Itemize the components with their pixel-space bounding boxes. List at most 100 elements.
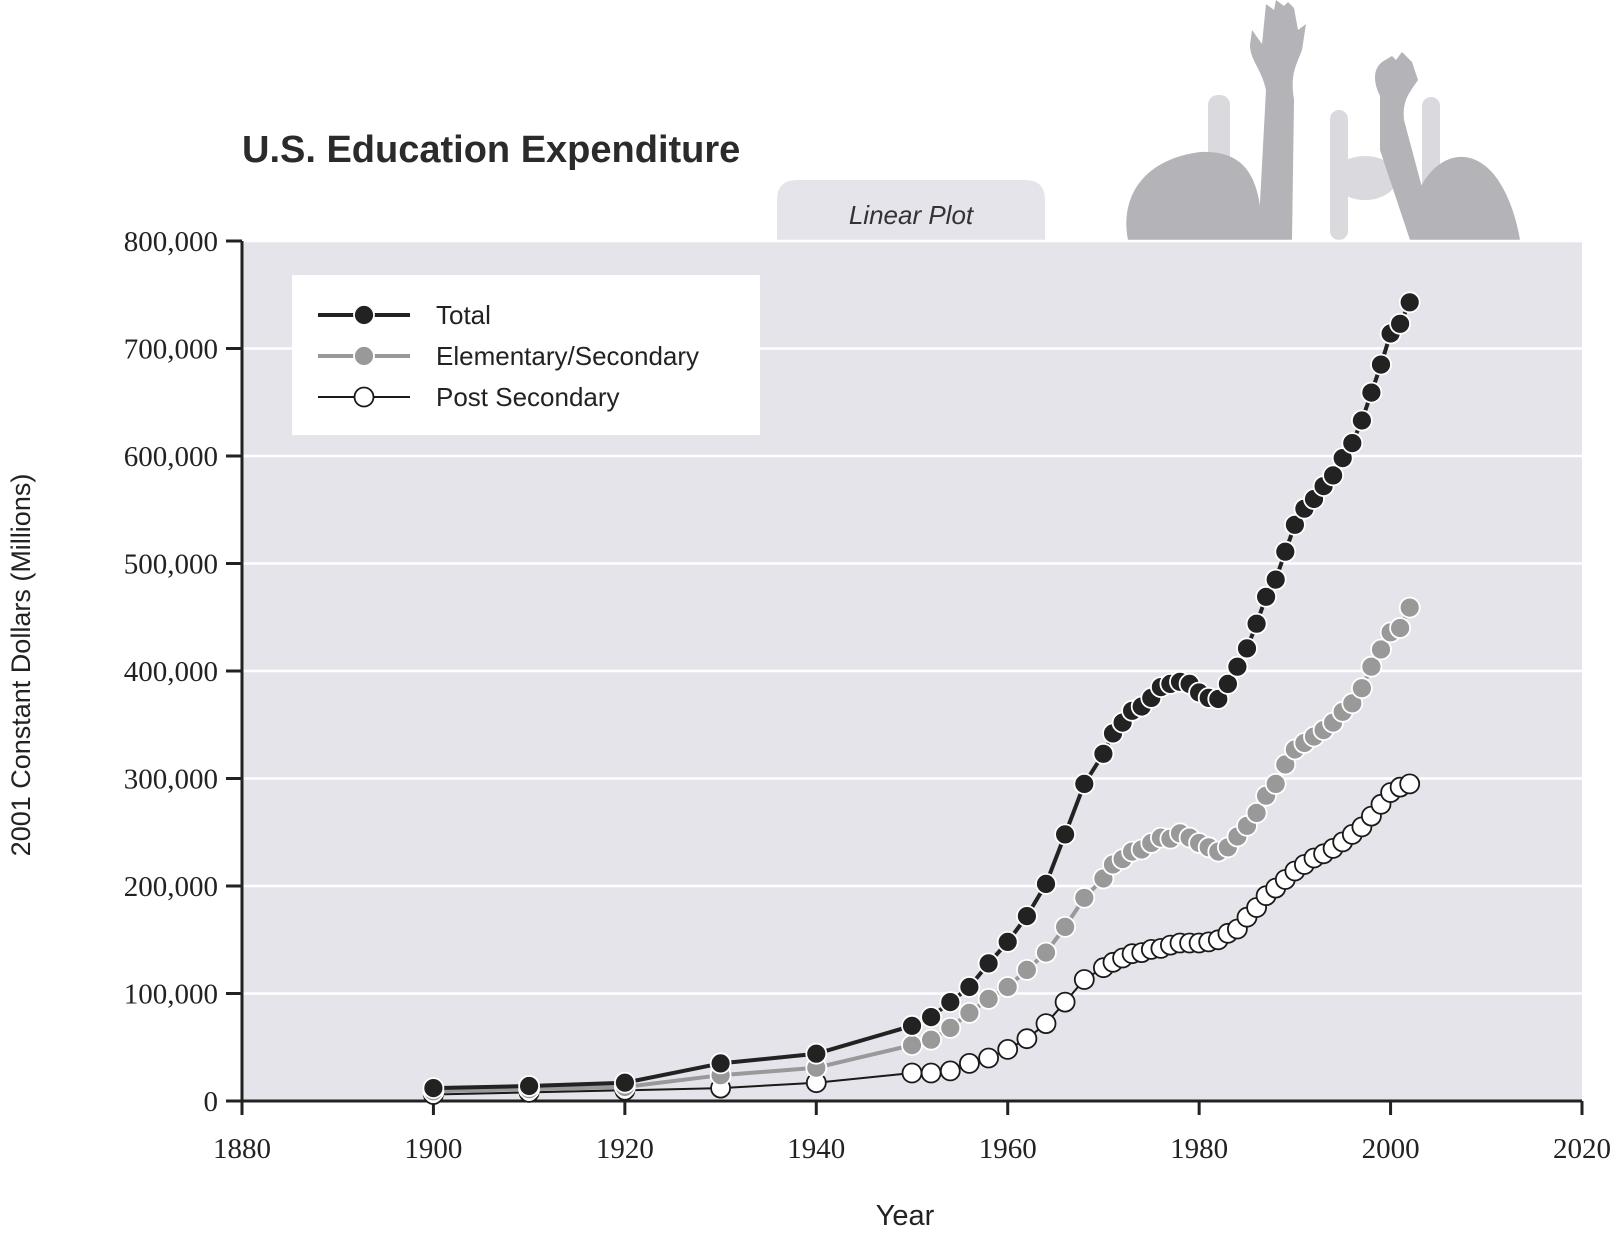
series-total (422, 291, 1421, 1099)
data-point-total (422, 1077, 445, 1099)
data-point-total (977, 952, 1000, 975)
y-tick-label: 400,000 (124, 656, 218, 688)
x-tick-label: 1900 (404, 1133, 462, 1165)
data-point-total (1236, 637, 1258, 660)
data-point-post-secondary (1054, 991, 1076, 1013)
data-point-elementary-secondary (1389, 617, 1411, 639)
data-point-elementary-secondary (1073, 886, 1096, 909)
data-point-elementary-secondary (996, 976, 1019, 998)
data-point-total (1341, 432, 1364, 455)
data-point-post-secondary (1399, 773, 1421, 795)
data-point-total (1398, 291, 1421, 314)
data-point-total (1360, 381, 1383, 404)
data-point-total (1054, 823, 1076, 846)
y-tick-label: 800,000 (124, 226, 218, 258)
y-tick-label: 300,000 (124, 764, 218, 796)
data-point-total (1092, 742, 1115, 765)
data-point-total (1035, 873, 1057, 895)
data-point-total (1073, 773, 1096, 795)
x-tick-label: 1980 (1170, 1133, 1228, 1165)
legend: Total Elementary/Secondary Post Secondary (292, 275, 760, 435)
legend-entry-elementary-secondary: Elementary/Secondary (318, 341, 699, 371)
data-point-total (996, 931, 1019, 953)
data-point-total (1255, 585, 1277, 608)
y-tick-label: 100,000 (124, 979, 218, 1011)
data-point-elementary-secondary (939, 1017, 962, 1039)
data-point-total (901, 1014, 923, 1037)
data-point-elementary-secondary (977, 988, 1000, 1010)
x-axis: 1880 1900 1920 1940 1960 1980 2000 2020 (213, 1099, 1611, 1165)
legend-label-post-secondary: Post Secondary (436, 382, 620, 412)
data-point-total (1284, 513, 1306, 536)
legend-label-elementary-secondary: Elementary/Secondary (436, 341, 699, 371)
x-tick-label: 2020 (1553, 1133, 1611, 1165)
data-point-post-secondary (939, 1060, 961, 1082)
data-point-total (1226, 655, 1249, 678)
y-tick-label: 500,000 (124, 549, 218, 581)
legend-entries: Total Elementary/Secondary Post Secondary (318, 300, 699, 412)
data-point-post-secondary (1035, 1013, 1057, 1034)
data-point-elementary-secondary (1035, 941, 1057, 964)
y-axis: 0 100,000 200,000 300,000 400,000 500,000 600,… (124, 226, 244, 1118)
legend-marker-total (353, 304, 375, 326)
y-axis-label: 2001 Constant Dollars (Millions) (6, 474, 36, 857)
legend-label-total: Total (436, 300, 491, 330)
data-point-elementary-secondary (901, 1034, 923, 1056)
data-point-post-secondary (920, 1062, 942, 1084)
gridlines (242, 239, 1582, 995)
data-point-elementary-secondary (1245, 802, 1268, 824)
linear-plot-tab: Linear Plot (777, 180, 1045, 241)
data-point-total (1264, 568, 1287, 591)
data-point-total (1016, 905, 1038, 927)
data-point-total (1370, 353, 1392, 376)
data-point-total (614, 1071, 636, 1094)
y-tick-label: 200,000 (124, 871, 218, 903)
x-tick-label: 1940 (787, 1133, 845, 1165)
legend-entry-total: Total (318, 300, 491, 330)
chart-subtitle: Linear Plot (849, 200, 975, 230)
crowd-silhouette-decoration (1126, 0, 1520, 240)
legend-marker-post-secondary (353, 386, 375, 408)
legend-marker-elementary-secondary (353, 345, 375, 367)
data-point-elementary-secondary (958, 1002, 981, 1024)
data-point-total (920, 1006, 942, 1028)
data-point-elementary-secondary (1398, 596, 1421, 619)
data-point-post-secondary (901, 1062, 923, 1084)
data-point-total (939, 991, 962, 1013)
data-point-total (518, 1075, 540, 1097)
y-tick-label: 0 (204, 1086, 219, 1118)
data-point-total (709, 1052, 732, 1075)
data-point-elementary-secondary (1351, 677, 1373, 700)
data-point-total (1389, 312, 1411, 335)
series-layer (422, 291, 1421, 1105)
chart-title: U.S. Education Expenditure (242, 129, 740, 171)
data-point-total (1322, 464, 1344, 487)
data-point-total (1274, 540, 1297, 563)
x-tick-label: 2000 (1362, 1133, 1420, 1165)
series-elementary-secondary (422, 596, 1421, 1103)
x-tick-label: 1880 (213, 1133, 271, 1165)
data-point-post-secondary (959, 1053, 980, 1074)
data-point-post-secondary (997, 1039, 1019, 1060)
data-point-post-secondary (978, 1047, 999, 1069)
data-point-total (1351, 409, 1373, 432)
legend-entry-post-secondary: Post Secondary (318, 382, 620, 412)
data-point-post-secondary (1016, 1028, 1038, 1050)
data-point-total (1217, 673, 1239, 695)
data-point-elementary-secondary (1054, 916, 1076, 938)
data-point-total (1245, 612, 1268, 635)
data-point-elementary-secondary (1264, 773, 1287, 795)
x-tick-label: 1920 (596, 1133, 654, 1165)
data-point-total (958, 976, 981, 998)
data-point-elementary-secondary (920, 1028, 942, 1051)
data-point-elementary-secondary (1016, 959, 1038, 981)
data-point-elementary-secondary (1360, 655, 1383, 678)
x-tick-label: 1960 (979, 1133, 1037, 1165)
y-tick-label: 700,000 (124, 334, 218, 366)
data-point-post-secondary (1073, 969, 1095, 990)
y-tick-label: 600,000 (124, 441, 218, 473)
data-point-elementary-secondary (1370, 638, 1392, 661)
data-point-total (805, 1042, 828, 1065)
x-axis-label: Year (876, 1200, 935, 1232)
